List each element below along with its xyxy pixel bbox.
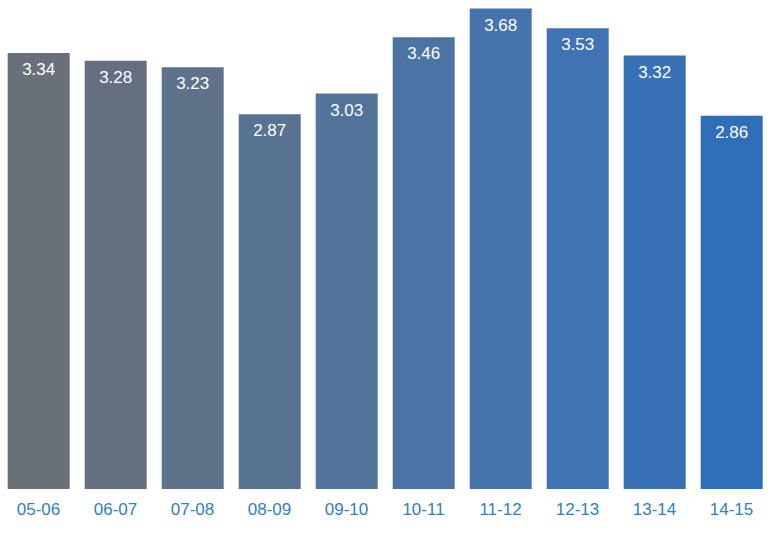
svg-text:2.86: 2.86 xyxy=(715,123,748,142)
svg-text:06-07: 06-07 xyxy=(94,500,137,519)
svg-text:11-12: 11-12 xyxy=(479,500,521,519)
svg-text:09-10: 09-10 xyxy=(325,500,368,519)
svg-text:10-11: 10-11 xyxy=(402,500,444,519)
svg-text:3.32: 3.32 xyxy=(638,63,671,82)
svg-text:13-14: 13-14 xyxy=(633,500,676,519)
svg-text:3.34: 3.34 xyxy=(22,60,55,79)
svg-text:3.68: 3.68 xyxy=(484,16,517,35)
svg-text:12-13: 12-13 xyxy=(556,500,599,519)
svg-text:07-08: 07-08 xyxy=(171,500,214,519)
svg-text:14-15: 14-15 xyxy=(710,500,753,519)
svg-text:08-09: 08-09 xyxy=(248,500,291,519)
svg-text:3.53: 3.53 xyxy=(561,35,594,54)
svg-text:05-06: 05-06 xyxy=(17,500,60,519)
svg-text:3.46: 3.46 xyxy=(407,44,440,63)
svg-text:3.28: 3.28 xyxy=(99,68,132,87)
svg-text:3.03: 3.03 xyxy=(330,101,363,120)
svg-text:2.87: 2.87 xyxy=(253,121,286,140)
svg-text:3.23: 3.23 xyxy=(176,74,209,93)
